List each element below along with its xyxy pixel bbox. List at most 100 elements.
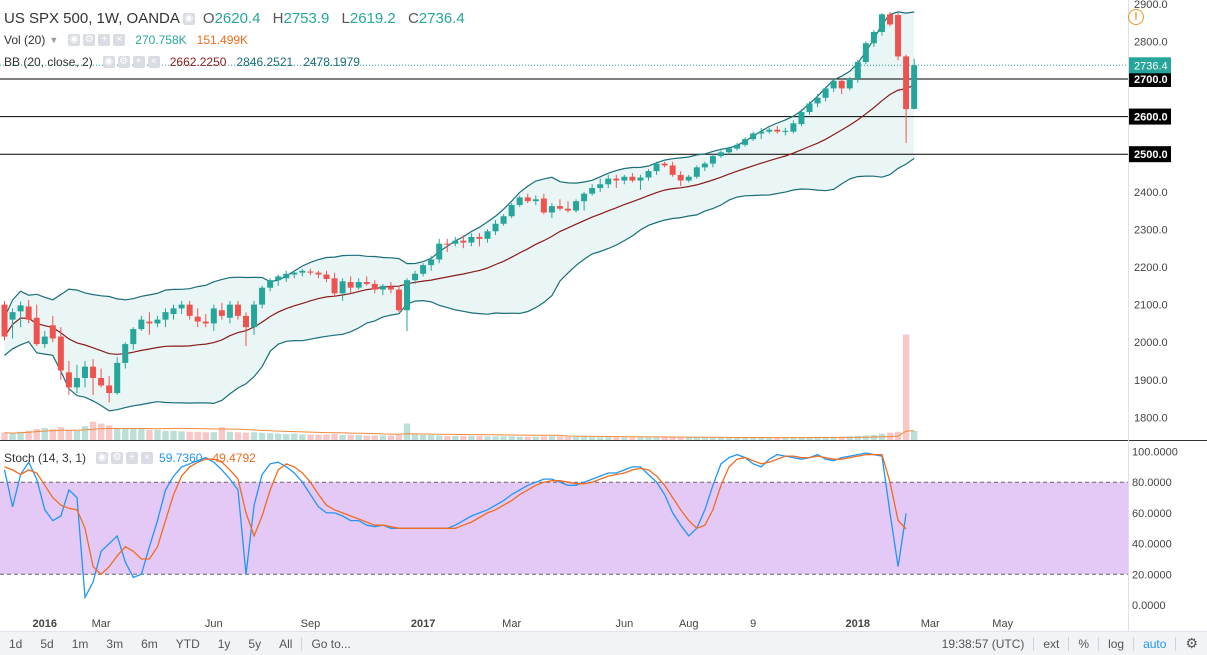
candle-body	[589, 188, 596, 194]
candle	[315, 270, 322, 279]
candle	[436, 238, 443, 264]
candle-body	[444, 243, 451, 245]
candle-body	[460, 240, 467, 243]
stoch-tick-label: 100.0000	[1132, 447, 1178, 459]
candle-body	[218, 310, 225, 316]
candle	[613, 174, 620, 189]
range-5y[interactable]: 5y	[248, 636, 262, 651]
range-1d[interactable]: 1d	[9, 636, 23, 651]
range-5d[interactable]: 5d	[40, 636, 54, 651]
candle	[717, 150, 724, 158]
candle	[404, 278, 410, 331]
candle-body	[428, 259, 435, 266]
volume-bar	[677, 437, 684, 440]
eye-icon[interactable]: ◉	[182, 12, 195, 25]
auto-toggle[interactable]: auto	[1143, 636, 1167, 651]
candle	[556, 199, 563, 211]
candle	[90, 359, 97, 395]
candle-body	[436, 243, 443, 260]
ext-toggle[interactable]: ext	[1043, 636, 1060, 651]
chevron-down-icon[interactable]: ▼	[49, 35, 59, 45]
candle-body	[395, 289, 402, 311]
candle-body	[790, 123, 797, 132]
close-icon[interactable]: ×	[141, 452, 154, 464]
candle	[621, 174, 628, 185]
close-icon[interactable]: ×	[147, 56, 160, 68]
range-1m[interactable]: 1m	[71, 636, 89, 651]
candle	[347, 276, 354, 294]
goto-button[interactable]: Go to...	[311, 636, 351, 651]
candle	[387, 282, 394, 294]
stoch-d-line	[4, 453, 907, 576]
candle	[460, 235, 467, 249]
add-icon[interactable]: +	[98, 34, 111, 46]
candle	[291, 270, 298, 279]
volume-bar	[210, 432, 217, 440]
candle-body	[275, 276, 282, 281]
price-tick-label: 1800.0	[1134, 412, 1168, 424]
symbol-title[interactable]: US SPX 500, 1W, OANDA	[4, 10, 180, 27]
volume-bar	[782, 437, 789, 440]
volume-bar	[25, 430, 32, 440]
stoch-label[interactable]: Stoch (14, 3, 1)	[4, 451, 87, 465]
range-ytd[interactable]: YTD	[175, 636, 200, 651]
volume-bar	[250, 432, 258, 440]
eye-icon[interactable]: ◉	[102, 56, 115, 68]
candle	[645, 169, 652, 181]
candle-body	[57, 336, 64, 371]
candle	[114, 357, 121, 395]
gear-icon[interactable]: ⚙	[1185, 635, 1198, 651]
range-3m[interactable]: 3m	[106, 636, 124, 651]
candle	[17, 301, 24, 328]
time-axis-label: 2017	[411, 618, 435, 630]
candle	[540, 193, 547, 215]
volume-bar	[81, 426, 89, 440]
candle	[226, 300, 233, 324]
vol-label[interactable]: Vol (20)	[4, 33, 46, 47]
candle	[605, 174, 612, 189]
volume-bar	[758, 437, 765, 440]
price-tick-label: 2800.0	[1134, 36, 1168, 48]
range-6m[interactable]: 6m	[141, 636, 158, 651]
candle	[218, 302, 225, 320]
volume-bar	[299, 434, 306, 440]
volume-bar	[89, 421, 97, 440]
chart-svg[interactable]: 2900.0 2800.0 2700.0 2600.0 2500.0 2400.0 2300…	[0, 0, 1207, 631]
volume-bar	[774, 437, 781, 440]
gear-icon[interactable]: ⚙	[111, 452, 124, 464]
add-icon[interactable]: +	[126, 452, 139, 464]
candle	[750, 131, 757, 142]
candle	[178, 300, 185, 315]
volume-bar	[411, 434, 419, 440]
range-all[interactable]: All	[279, 636, 293, 651]
candle	[234, 300, 241, 320]
candle-body	[114, 362, 121, 393]
bb-upper-value: 2846.2521	[236, 55, 294, 69]
toolbar-divider	[1175, 636, 1177, 651]
candle-body	[830, 80, 837, 89]
percent-toggle[interactable]: %	[1078, 636, 1090, 651]
range-1y[interactable]: 1y	[217, 636, 231, 651]
volume-bar	[49, 429, 56, 440]
volume-bar	[733, 437, 741, 440]
candle-body	[404, 280, 410, 311]
eye-icon[interactable]: ◉	[68, 34, 81, 46]
bb-lower-line	[4, 157, 915, 412]
gear-icon[interactable]: ⚙	[83, 34, 96, 46]
volume-bar	[629, 437, 636, 440]
add-icon[interactable]: +	[132, 56, 145, 68]
time-axis-label: Aug	[679, 618, 699, 630]
candle	[742, 137, 749, 147]
candle	[669, 161, 676, 177]
volume-bar	[460, 435, 467, 440]
open-value: 2620.4	[214, 10, 261, 27]
eye-icon[interactable]: ◉	[96, 452, 109, 464]
candle-body	[170, 308, 177, 315]
candle-body	[556, 206, 563, 209]
close-icon[interactable]: ×	[113, 34, 126, 46]
log-toggle[interactable]: log	[1108, 636, 1125, 651]
alert-clock-icon[interactable]: !	[1128, 9, 1144, 25]
bb-label[interactable]: BB (20, close, 2)	[4, 55, 93, 69]
gear-icon[interactable]: ⚙	[117, 56, 130, 68]
candle-body	[315, 272, 322, 275]
